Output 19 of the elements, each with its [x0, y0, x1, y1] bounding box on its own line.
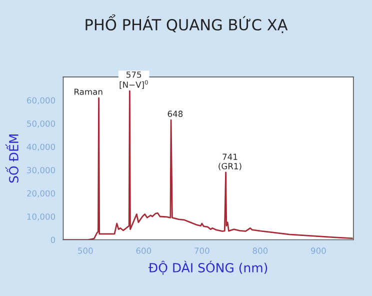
y-tick-label: 0 — [50, 236, 56, 244]
y-tick-label: 10,000 — [27, 213, 56, 221]
x-tick-label: 700 — [194, 248, 210, 254]
annotation: 648 — [168, 110, 183, 117]
y-tick-label: 50,000 — [27, 120, 56, 128]
y-tick-label: 60,000 — [27, 97, 56, 104]
y-tick-label: 30,000 — [27, 166, 56, 174]
y-tick-label: 40,000 — [26, 144, 56, 151]
x-tick-label: 500 — [78, 248, 93, 254]
annotation: 741 (GR1) — [218, 154, 242, 170]
chart-title: PHỔ PHÁT QUANG BỨC XẠ — [86, 14, 288, 34]
y-tick-label: 20,000 — [27, 190, 56, 198]
x-tick-label: 600 — [136, 248, 152, 254]
annotation: Raman — [74, 88, 102, 95]
annotation: 575 [N−V]$^{0}$ — [120, 72, 148, 89]
x-tick-label: 900 — [311, 248, 326, 254]
x-tick-label: 800 — [252, 248, 268, 254]
y-axis-title: SỐ ĐẾM — [5, 134, 18, 183]
x-axis-title: ĐỘ DÀI SÓNG (nm) — [148, 260, 268, 275]
